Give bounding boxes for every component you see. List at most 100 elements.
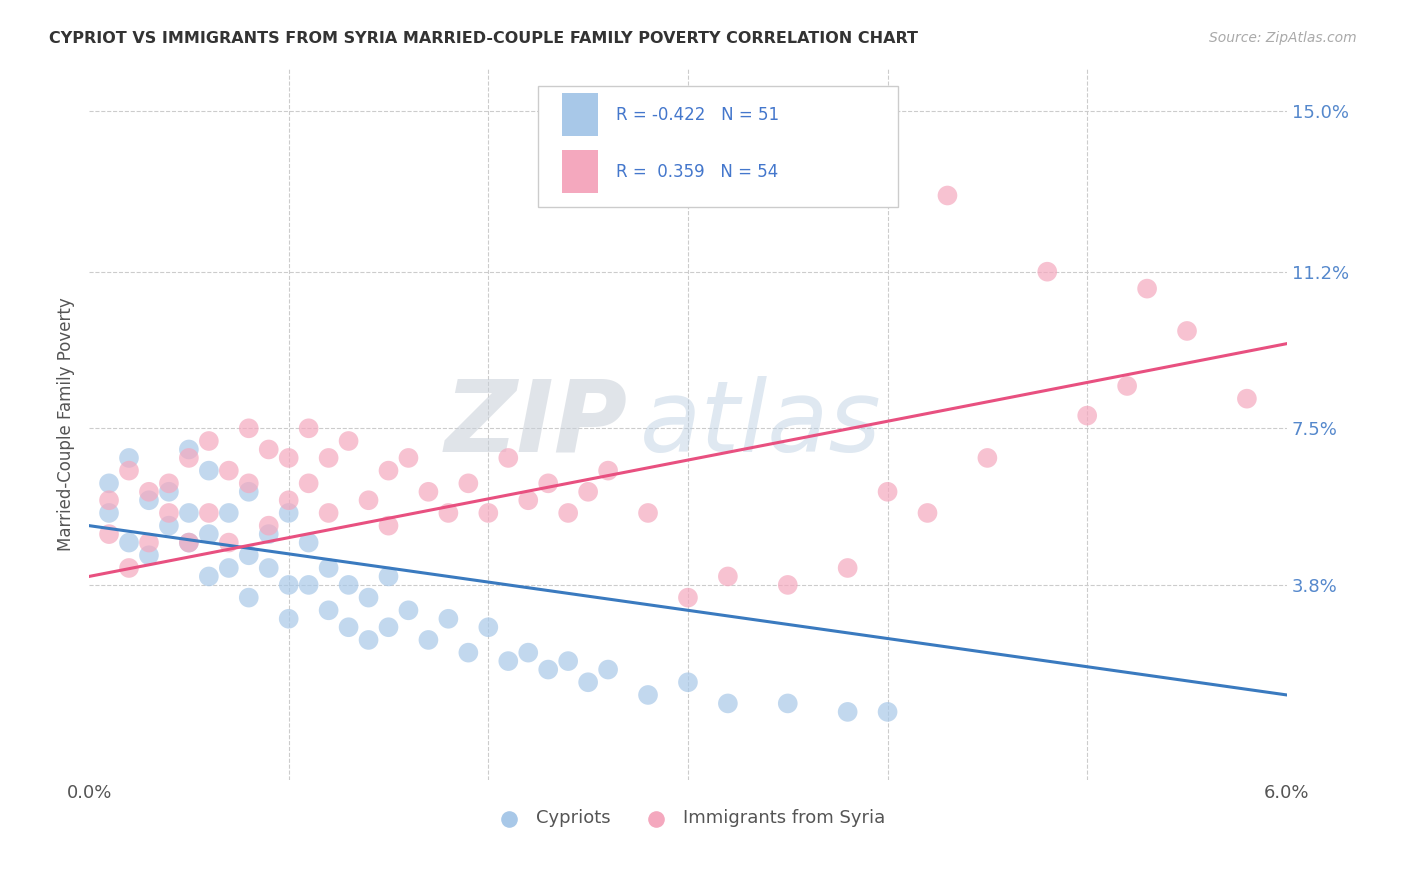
Point (477, 506, 499, 520)
Point (298, 476, 321, 491)
Point (337, 434, 360, 448)
Point (157, 476, 180, 491)
Point (98, 506, 121, 520)
Point (157, 484, 180, 499)
Point (776, 578, 799, 592)
Point (218, 506, 240, 520)
Point (218, 561, 240, 575)
Point (776, 697, 799, 711)
Point (138, 535, 160, 549)
Point (676, 591, 699, 605)
Text: R = -0.422   N = 51: R = -0.422 N = 51 (616, 106, 779, 124)
Point (598, 464, 620, 478)
Legend: Cypriots, Immigrants from Syria: Cypriots, Immigrants from Syria (484, 802, 893, 835)
Point (876, 484, 898, 499)
Text: Source: ZipAtlas.com: Source: ZipAtlas.com (1209, 31, 1357, 45)
Point (198, 434, 221, 448)
Point (177, 535, 200, 549)
Point (537, 476, 560, 491)
Text: CYPRIOT VS IMMIGRANTS FROM SYRIA MARRIED-COUPLE FAMILY POVERTY CORRELATION CHART: CYPRIOT VS IMMIGRANTS FROM SYRIA MARRIED… (49, 31, 918, 46)
Point (157, 518, 180, 533)
Point (277, 612, 299, 626)
Point (238, 476, 260, 491)
Point (118, 561, 141, 575)
Point (498, 654, 520, 668)
Point (138, 484, 160, 499)
Point (1175, 324, 1198, 338)
Text: atlas: atlas (640, 376, 882, 473)
Point (198, 527, 221, 541)
Point (1076, 409, 1098, 423)
Point (357, 591, 380, 605)
Point (277, 506, 299, 520)
Point (377, 620, 399, 634)
Point (1116, 379, 1139, 393)
Point (118, 464, 141, 478)
Point (177, 535, 200, 549)
Point (218, 464, 240, 478)
Point (238, 484, 260, 499)
FancyBboxPatch shape (538, 87, 897, 207)
Point (238, 591, 260, 605)
Text: R =  0.359   N = 54: R = 0.359 N = 54 (616, 162, 779, 180)
Point (1236, 392, 1258, 406)
Point (517, 646, 540, 660)
Point (337, 578, 360, 592)
Point (118, 535, 141, 549)
Point (318, 450, 340, 465)
Point (337, 620, 360, 634)
Point (598, 663, 620, 677)
Point (398, 450, 420, 465)
Point (118, 450, 141, 465)
Point (1136, 282, 1159, 296)
Point (277, 578, 299, 592)
Point (198, 464, 221, 478)
Point (138, 493, 160, 508)
Point (557, 654, 579, 668)
Point (557, 506, 579, 520)
Point (257, 518, 280, 533)
Point (457, 476, 479, 491)
Point (437, 612, 460, 626)
Point (177, 450, 200, 465)
Point (298, 535, 321, 549)
Y-axis label: Married-Couple Family Poverty: Married-Couple Family Poverty (58, 297, 75, 551)
Point (98, 527, 121, 541)
Text: ZIP: ZIP (446, 376, 628, 473)
Point (377, 569, 399, 583)
Point (238, 421, 260, 435)
Point (357, 632, 380, 647)
Point (537, 663, 560, 677)
Point (498, 450, 520, 465)
Point (98, 476, 121, 491)
Point (277, 450, 299, 465)
Point (198, 506, 221, 520)
Point (238, 549, 260, 563)
Point (936, 188, 959, 202)
Point (418, 484, 440, 499)
Point (277, 493, 299, 508)
Point (157, 506, 180, 520)
Point (177, 506, 200, 520)
Point (637, 506, 659, 520)
Point (837, 705, 859, 719)
Point (257, 442, 280, 457)
Point (318, 603, 340, 617)
Point (457, 646, 479, 660)
Point (576, 675, 599, 690)
Point (298, 421, 321, 435)
Point (517, 493, 540, 508)
Point (257, 561, 280, 575)
Point (177, 442, 200, 457)
Point (218, 535, 240, 549)
Point (477, 620, 499, 634)
Point (318, 506, 340, 520)
Point (198, 569, 221, 583)
Point (837, 561, 859, 575)
Point (876, 705, 898, 719)
Point (717, 569, 740, 583)
Point (377, 518, 399, 533)
Point (917, 506, 939, 520)
Point (418, 632, 440, 647)
Point (676, 675, 699, 690)
